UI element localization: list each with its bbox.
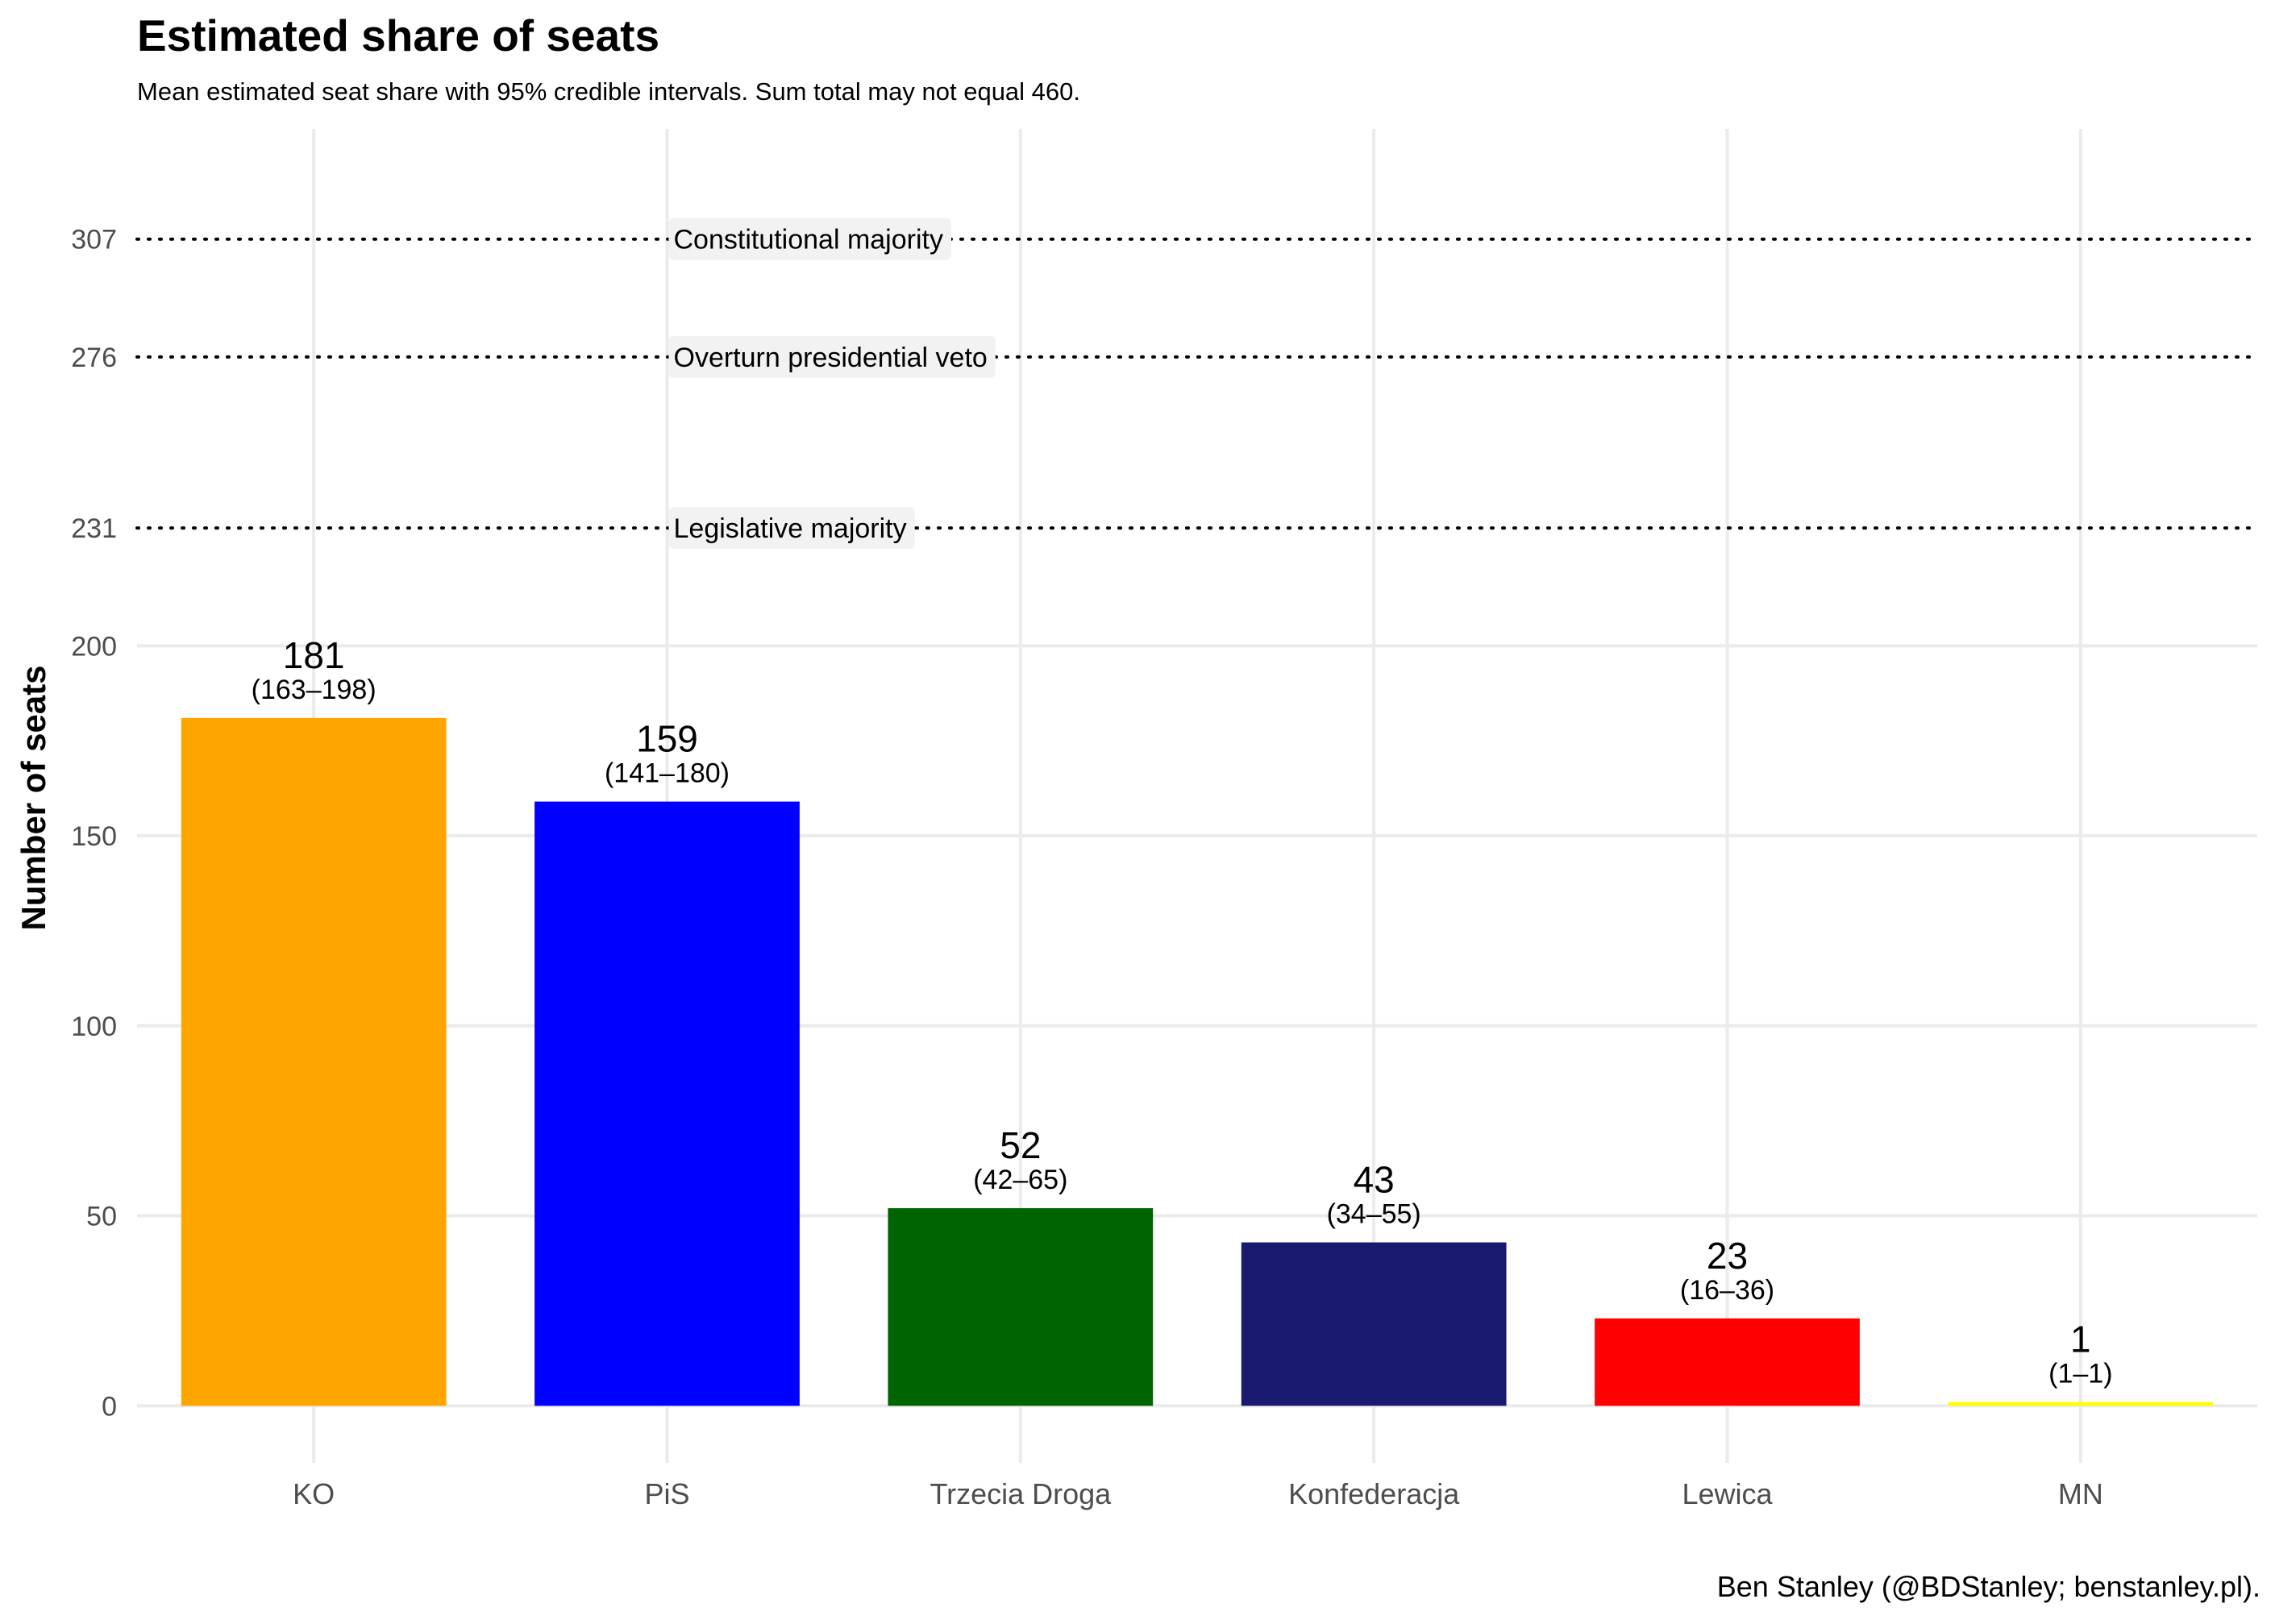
bar (1241, 1242, 1507, 1406)
y-tick-label: 231 (71, 513, 117, 544)
value-label: 181 (283, 634, 345, 676)
reference-label: Constitutional majority (674, 225, 943, 255)
chart-subtitle: Mean estimated seat share with 95% credi… (137, 77, 1081, 106)
grid-lines (137, 129, 2257, 1463)
reference-label-background (668, 218, 951, 260)
x-tick-label: Konfederacja (1288, 1477, 1460, 1510)
data-labels: 181(163–198) 159(141–180) 52(42–65) 43(34–5… (252, 634, 2113, 1389)
value-label: 23 (1707, 1235, 1748, 1277)
x-tick-label: MN (2058, 1477, 2103, 1510)
value-label: 43 (1354, 1159, 1395, 1201)
interval-label: (1–1) (2048, 1359, 2112, 1389)
value-label: 52 (1000, 1124, 1041, 1166)
y-tick-label: 50 (86, 1202, 117, 1232)
value-label: 159 (636, 718, 698, 760)
interval-label: (16–36) (1680, 1275, 1774, 1306)
value-label: 1 (2070, 1319, 2091, 1360)
x-tick-label: PiS (644, 1477, 689, 1510)
bar (1595, 1318, 1860, 1406)
bar (181, 717, 447, 1406)
chart-title: Estimated share of seats (137, 10, 660, 60)
interval-label: (141–180) (605, 758, 730, 789)
y-tick-label: 0 (102, 1391, 117, 1422)
chart-caption: Ben Stanley (@BDStanley; benstanley.pl). (1716, 1570, 2260, 1603)
y-tick-label: 276 (71, 343, 117, 373)
reference-lines: Constitutional majority Overturn presiden… (135, 218, 2259, 550)
y-tick-label: 150 (71, 821, 117, 852)
interval-label: (163–198) (252, 675, 376, 705)
reference-label: Overturn presidential veto (674, 343, 988, 373)
bar (1948, 1402, 2214, 1406)
reference-label-background (668, 335, 996, 378)
interval-label: (42–65) (973, 1165, 1067, 1195)
x-tick-label: Trzecia Droga (930, 1477, 1112, 1510)
y-tick-label: 200 (71, 631, 117, 662)
y-tick-label: 307 (71, 225, 117, 255)
reference-label: Legislative majority (674, 513, 907, 544)
bars (181, 717, 2214, 1406)
bar (888, 1208, 1154, 1406)
reference-label-background (668, 507, 915, 550)
y-axis-title: Number of seats (15, 665, 52, 930)
bar (534, 801, 800, 1406)
interval-label: (34–55) (1327, 1199, 1421, 1230)
x-tick-label: Lewica (1682, 1477, 1773, 1510)
y-tick-label: 100 (71, 1011, 117, 1042)
x-tick-label: KO (293, 1477, 335, 1510)
